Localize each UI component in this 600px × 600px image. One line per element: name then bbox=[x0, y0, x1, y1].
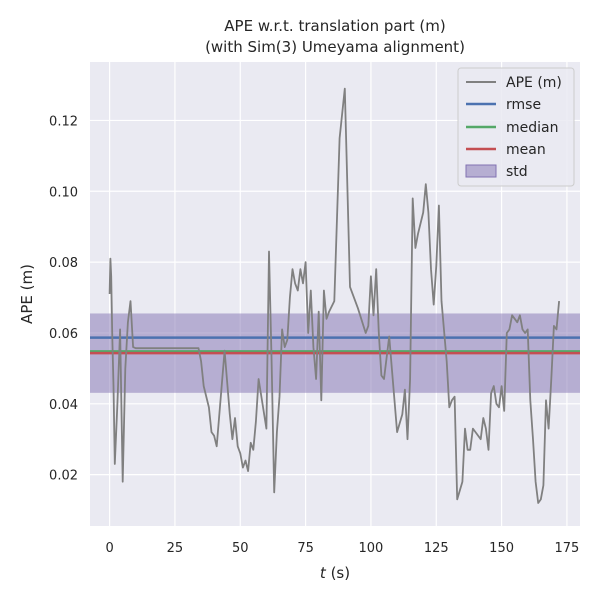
legend-swatch-std bbox=[465, 164, 497, 178]
x-axis-label: t (s) bbox=[320, 564, 350, 582]
x-tick-label: 150 bbox=[489, 541, 514, 556]
x-tick-label: 50 bbox=[232, 541, 249, 556]
series-layer bbox=[108, 87, 560, 504]
x-tick-label: 175 bbox=[555, 541, 580, 556]
x-tick-label: 125 bbox=[424, 541, 449, 556]
x-tick-label: 75 bbox=[297, 541, 314, 556]
y-tick-labels: 0.02 0.04 0.06 0.08 0.10 0.12 bbox=[49, 114, 78, 483]
x-axis-label-unit: (s) bbox=[326, 564, 350, 582]
legend-box bbox=[457, 67, 575, 187]
x-tick-label: 25 bbox=[167, 541, 184, 556]
legend-label-mean: mean bbox=[506, 142, 546, 158]
y-tick-label: 0.04 bbox=[49, 398, 78, 413]
ape-series-line bbox=[108, 87, 560, 504]
legend: APE (m) rmse median mean std bbox=[457, 67, 575, 187]
chart-title-line-2: (with Sim(3) Umeyama alignment) bbox=[205, 38, 465, 56]
x-tick-label: 100 bbox=[359, 541, 384, 556]
y-tick-label: 0.10 bbox=[49, 185, 78, 200]
stat-lines bbox=[90, 336, 580, 355]
y-tick-label: 0.12 bbox=[49, 114, 78, 129]
chart-title-line-1: APE w.r.t. translation part (m) bbox=[224, 17, 445, 35]
legend-label-rmse: rmse bbox=[506, 97, 541, 113]
x-axis-label-var: t bbox=[320, 564, 327, 582]
legend-label-median: median bbox=[506, 120, 558, 136]
y-axis-label: APE (m) bbox=[18, 264, 36, 324]
x-tick-label: 0 bbox=[105, 541, 113, 556]
y-tick-label: 0.02 bbox=[49, 469, 78, 484]
y-tick-label: 0.08 bbox=[49, 256, 78, 271]
x-tick-labels: 0 25 50 75 100 125 150 175 bbox=[105, 541, 579, 556]
legend-label-std: std bbox=[506, 164, 528, 180]
legend-label-ape: APE (m) bbox=[506, 75, 562, 91]
y-tick-label: 0.06 bbox=[49, 327, 78, 342]
